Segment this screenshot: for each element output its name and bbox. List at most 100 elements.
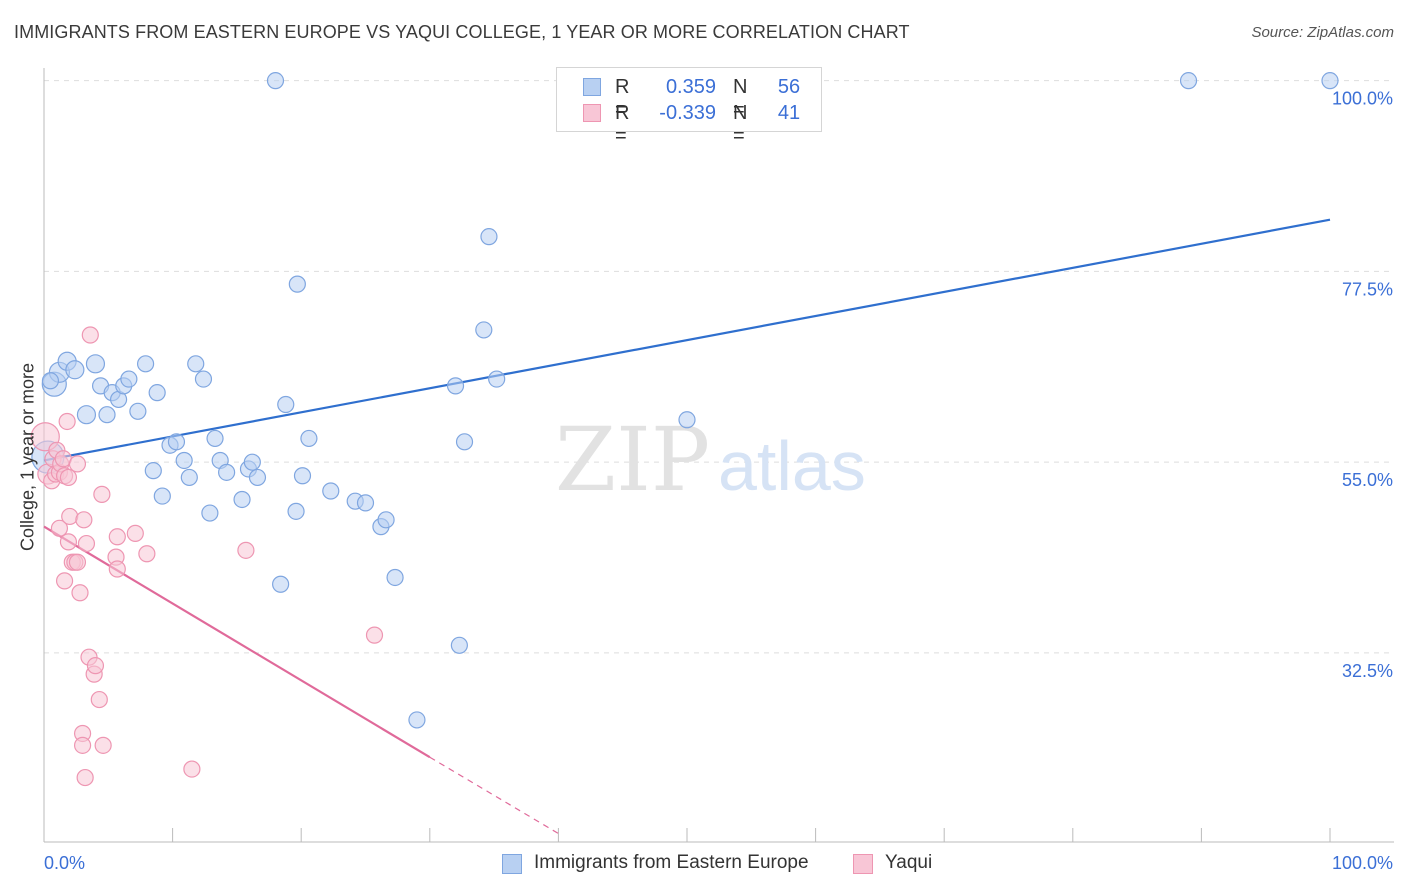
trend-line-yaqui xyxy=(43,525,431,759)
point-eastern-europe xyxy=(266,72,285,90)
point-yaqui xyxy=(365,626,384,644)
point-eastern-europe xyxy=(488,370,506,388)
point-yaqui xyxy=(94,736,112,754)
source-credit: Source: ZipAtlas.com xyxy=(1251,24,1394,41)
legend-r-value: -0.339 xyxy=(659,102,716,124)
point-eastern-europe xyxy=(272,575,290,593)
point-eastern-europe xyxy=(408,711,426,729)
point-eastern-europe xyxy=(153,487,171,505)
point-eastern-europe xyxy=(322,482,340,500)
point-yaqui xyxy=(59,533,78,551)
point-eastern-europe xyxy=(187,355,205,373)
trend-layer xyxy=(43,218,1331,835)
point-eastern-europe xyxy=(455,433,474,451)
point-eastern-europe xyxy=(287,502,305,520)
point-eastern-europe xyxy=(85,354,106,374)
point-yaqui xyxy=(50,519,69,537)
point-yaqui xyxy=(108,528,126,546)
point-eastern-europe xyxy=(41,372,60,390)
correlation-legend: R = 0.359 N = 56 R = -0.339 N = 41 xyxy=(556,67,822,147)
y-tick-label: 100.0% xyxy=(1332,89,1393,109)
point-eastern-europe xyxy=(98,406,116,424)
grid-layer xyxy=(44,80,1394,654)
y-tick-label: 77.5% xyxy=(1342,279,1393,299)
watermark-atlas: atlas xyxy=(718,427,866,505)
y-tick-label: 55.0% xyxy=(1342,470,1393,490)
legend-r-label: R = xyxy=(615,76,630,121)
bottom-legend-swatch-pink xyxy=(853,854,873,874)
legend-n-value: 56 xyxy=(777,76,801,98)
legend-n-label: N = xyxy=(733,76,748,121)
point-yaqui xyxy=(77,534,96,553)
point-eastern-europe xyxy=(148,384,166,402)
point-yaqui xyxy=(237,541,255,559)
point-yaqui xyxy=(126,524,144,542)
point-eastern-europe xyxy=(475,321,493,339)
point-eastern-europe xyxy=(167,433,186,451)
point-eastern-europe xyxy=(248,468,267,487)
point-eastern-europe xyxy=(446,377,465,395)
bottom-legend-label: Yaqui xyxy=(885,852,933,873)
legend-n-label: N = xyxy=(733,102,748,147)
point-yaqui xyxy=(73,736,92,754)
point-yaqui xyxy=(138,545,156,563)
legend-r-label: R = xyxy=(615,102,630,147)
point-eastern-europe xyxy=(377,511,395,529)
watermark: ZIP atlas xyxy=(555,408,866,511)
point-eastern-europe xyxy=(277,395,295,414)
x-tick-label-min: 0.0% xyxy=(44,853,85,873)
point-yaqui xyxy=(75,511,93,529)
point-eastern-europe xyxy=(201,504,219,522)
trend-line-eastern-europe xyxy=(43,218,1331,462)
point-eastern-europe xyxy=(233,490,251,509)
point-eastern-europe xyxy=(218,463,236,481)
point-eastern-europe xyxy=(386,568,404,587)
point-eastern-europe xyxy=(1179,72,1198,90)
point-yaqui xyxy=(55,572,74,590)
point-eastern-europe xyxy=(1321,72,1339,90)
point-yaqui xyxy=(59,468,78,487)
point-eastern-europe xyxy=(180,468,198,487)
point-yaqui xyxy=(58,412,76,431)
point-eastern-europe xyxy=(175,451,193,470)
point-eastern-europe xyxy=(678,411,696,429)
point-eastern-europe xyxy=(136,355,155,373)
point-yaqui xyxy=(93,485,111,503)
point-eastern-europe xyxy=(76,405,97,425)
y-tick-label: 32.5% xyxy=(1342,661,1393,681)
legend-swatch-pink xyxy=(583,104,601,122)
points-layer xyxy=(30,72,1339,787)
point-eastern-europe xyxy=(206,429,224,448)
bottom-legend-label: Immigrants from Eastern Europe xyxy=(534,852,809,873)
point-eastern-europe xyxy=(65,360,85,380)
x-tick-label-max: 100.0% xyxy=(1332,853,1393,873)
bottom-legend-swatch-blue xyxy=(502,854,522,874)
point-eastern-europe xyxy=(120,370,138,388)
point-eastern-europe xyxy=(194,370,213,388)
point-eastern-europe xyxy=(144,462,162,480)
point-eastern-europe xyxy=(129,402,147,420)
y-axis-label: College, 1 year or more xyxy=(17,362,38,552)
point-yaqui xyxy=(86,657,105,675)
point-yaqui xyxy=(81,326,99,344)
point-yaqui xyxy=(71,584,89,602)
tick-labels: 100.0% 77.5% 55.0% 32.5% 0.0% 100.0% xyxy=(44,89,1393,873)
legend-swatch-blue xyxy=(583,78,601,96)
legend-r-value: 0.359 xyxy=(665,76,716,98)
point-yaqui xyxy=(183,760,201,778)
point-yaqui xyxy=(76,768,94,787)
point-eastern-europe xyxy=(243,453,261,471)
point-yaqui xyxy=(90,690,108,709)
chart-title: IMMIGRANTS FROM EASTERN EUROPE VS YAQUI … xyxy=(14,22,910,42)
point-yaqui xyxy=(108,560,126,578)
point-eastern-europe xyxy=(480,228,498,246)
point-yaqui xyxy=(68,455,87,473)
point-eastern-europe xyxy=(288,275,306,293)
point-eastern-europe xyxy=(300,429,318,448)
legend-n-value: 41 xyxy=(777,102,801,124)
point-yaqui xyxy=(61,507,79,526)
point-eastern-europe xyxy=(450,636,468,654)
point-eastern-europe xyxy=(293,467,312,485)
point-eastern-europe xyxy=(356,494,375,512)
